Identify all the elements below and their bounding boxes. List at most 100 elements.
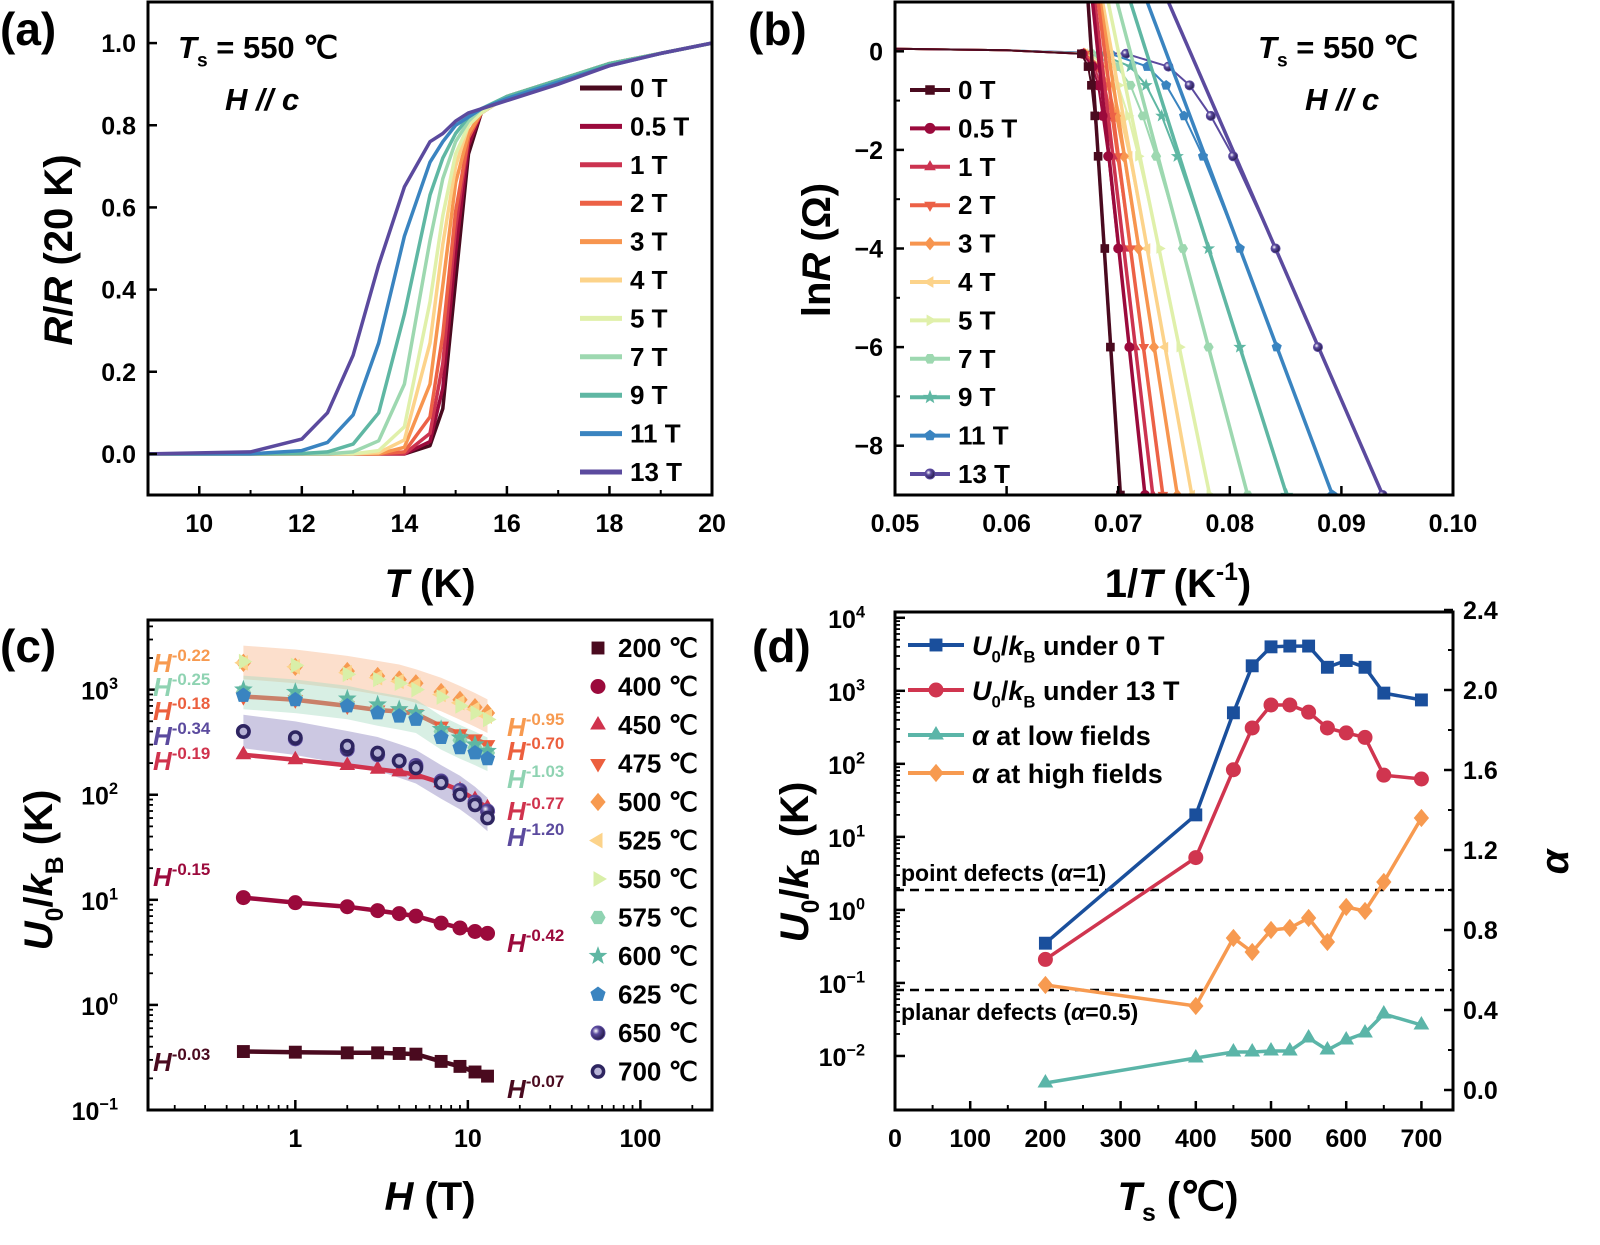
legend-label: α at high fields <box>972 759 1163 789</box>
data-point <box>370 903 386 919</box>
x-tick-label: 0.10 <box>1429 510 1478 538</box>
legend-marker <box>924 354 936 364</box>
data-point <box>1148 340 1160 354</box>
label-part: =0.5) <box>1085 999 1138 1025</box>
base: 10 <box>828 679 856 707</box>
base: 10 <box>828 825 856 853</box>
y-tick-label: 100 <box>828 895 865 926</box>
data-point <box>1377 686 1391 700</box>
data-point <box>433 915 449 931</box>
exponent: 0 <box>109 990 118 1008</box>
y-tick-label: 103 <box>81 675 118 706</box>
data-point <box>1320 660 1334 674</box>
data-point <box>391 906 407 922</box>
x-axis-label: H (T) <box>384 1175 475 1219</box>
legend-label: 5 T <box>630 303 668 333</box>
reference-label-planar-defects: planar defects (α=0.5) <box>901 999 1138 1025</box>
label-part: α <box>1058 860 1074 886</box>
data-point <box>1226 706 1240 720</box>
label-part: planar defects ( <box>901 999 1071 1025</box>
label-part: =1) <box>1072 860 1106 886</box>
data-point <box>433 775 449 791</box>
legend-marker <box>924 429 936 441</box>
label-part: s <box>1142 1200 1156 1227</box>
data-point <box>479 750 496 766</box>
data-point <box>1376 872 1392 892</box>
exponent-label: H-1.03 <box>507 762 564 794</box>
data-point <box>1339 654 1353 667</box>
base: H <box>153 862 173 892</box>
legend-label: 1 T <box>958 152 996 182</box>
data-point <box>1413 1016 1430 1030</box>
label-part: R <box>795 253 839 282</box>
x-axis-label: T (K) <box>384 562 475 606</box>
data-point <box>433 729 449 744</box>
exponent: -0.15 <box>172 860 211 879</box>
data-point <box>339 697 355 713</box>
fit-band <box>243 645 488 733</box>
annotation-temperature: Ts = 550 ℃ <box>1258 30 1418 72</box>
label-part: B <box>42 856 69 874</box>
legend-label: 11 T <box>958 421 1009 451</box>
exponent: -1.03 <box>526 762 565 781</box>
label-part: s <box>1277 51 1288 72</box>
x-tick-label: 12 <box>288 510 316 538</box>
x-axis-label: Ts (℃) <box>1118 1175 1239 1227</box>
data-point <box>391 708 407 723</box>
legend-label: 575 ℃ <box>618 903 698 933</box>
label-part: point defects ( <box>901 860 1059 886</box>
exponent-label: H-0.95 <box>507 710 564 742</box>
y-tick-label: 0.2 <box>101 359 136 387</box>
legend-marker <box>924 122 936 134</box>
label-part: T <box>1258 30 1280 65</box>
data-point <box>369 760 386 774</box>
exponent: -0.18 <box>172 694 211 713</box>
data-point <box>1103 151 1114 162</box>
legend-label: 7 T <box>958 344 996 374</box>
legend-marker <box>590 1025 606 1041</box>
legend-marker <box>928 682 944 698</box>
label-part: -1 <box>1216 559 1238 586</box>
y-tick-label: 104 <box>828 603 865 634</box>
data-point <box>409 1047 423 1061</box>
y-right-tick-label: 2.0 <box>1463 677 1498 705</box>
base: 10 <box>828 606 856 634</box>
y-tick-label: 103 <box>828 676 865 707</box>
exponent-label: H-0.77 <box>507 794 564 826</box>
x-tick-label: 0.06 <box>982 510 1031 538</box>
data-point <box>1357 1024 1373 1038</box>
y-tick-label: 10−1 <box>72 1096 118 1127</box>
series-group <box>895 639 1453 1088</box>
exponent: -0.07 <box>526 1072 565 1091</box>
data-point <box>287 691 303 707</box>
data-point <box>1234 243 1245 253</box>
legend-label: 2 T <box>630 188 668 218</box>
label-part: R <box>37 317 81 346</box>
label-part: H // c <box>1305 82 1379 117</box>
y-axis-label-right: α <box>1533 847 1577 874</box>
data-point <box>1281 1042 1298 1056</box>
data-point <box>290 657 305 674</box>
y-tick-label: 102 <box>828 749 865 780</box>
base: 10 <box>81 993 109 1021</box>
label-part: B <box>1023 648 1035 667</box>
label-part: (K) <box>409 562 476 606</box>
legend-marker <box>593 871 607 887</box>
data-point <box>1225 1043 1242 1057</box>
label-part: B <box>798 848 825 866</box>
label-part: B <box>1023 693 1035 712</box>
data-point <box>1135 150 1145 162</box>
legend-label: 600 ℃ <box>618 941 698 971</box>
data-point <box>1358 660 1372 674</box>
data-point <box>1124 342 1135 353</box>
data-point <box>1037 1074 1054 1088</box>
exponent: -0.95 <box>526 710 565 729</box>
base: H <box>153 648 173 678</box>
base: H <box>507 928 527 958</box>
data-point <box>1161 79 1172 90</box>
data-point <box>1205 110 1216 121</box>
data-point <box>1125 245 1136 255</box>
legend-marker <box>588 946 608 964</box>
legend-label: 5 T <box>958 305 996 335</box>
